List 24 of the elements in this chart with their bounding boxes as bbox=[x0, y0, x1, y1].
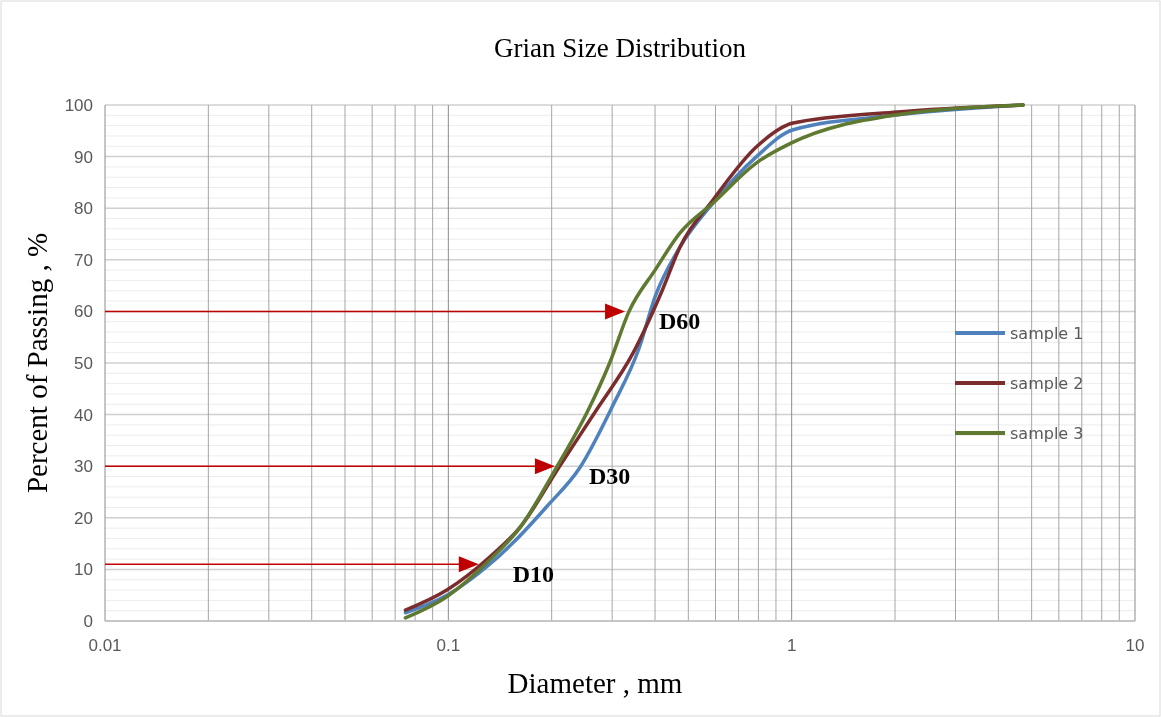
y-tick-label: 90 bbox=[74, 147, 93, 167]
y-tick-label: 70 bbox=[74, 250, 93, 270]
y-tick-label: 100 bbox=[64, 95, 93, 115]
y-tick-label: 60 bbox=[74, 302, 93, 322]
y-tick-label: 80 bbox=[74, 199, 93, 219]
annotation: D30 bbox=[588, 463, 631, 490]
y-tick-label: 20 bbox=[74, 508, 93, 528]
annotation: D10 bbox=[512, 561, 555, 588]
annotation: D60 bbox=[659, 308, 701, 335]
x-tick-label: 1 bbox=[786, 636, 797, 655]
legend-label: sample 3 bbox=[1010, 423, 1084, 443]
y-tick-label: 40 bbox=[74, 405, 93, 425]
y-tick-label: 10 bbox=[74, 560, 93, 580]
x-tick-label: 10 bbox=[1125, 636, 1145, 655]
x-tick-label: 0.01 bbox=[88, 636, 122, 655]
legend-label: sample 1 bbox=[1010, 323, 1084, 343]
y-axis-title: Percent of Passing , % bbox=[21, 232, 53, 494]
x-tick-label: 0.1 bbox=[436, 636, 461, 655]
chart-title: Grian Size Distribution bbox=[494, 33, 747, 63]
y-tick-label: 50 bbox=[74, 353, 93, 373]
x-axis-title: Diameter , mm bbox=[507, 667, 683, 699]
legend-label: sample 2 bbox=[1010, 373, 1084, 393]
y-tick-label: 0 bbox=[83, 611, 93, 631]
y-tick-label: 30 bbox=[74, 457, 93, 477]
